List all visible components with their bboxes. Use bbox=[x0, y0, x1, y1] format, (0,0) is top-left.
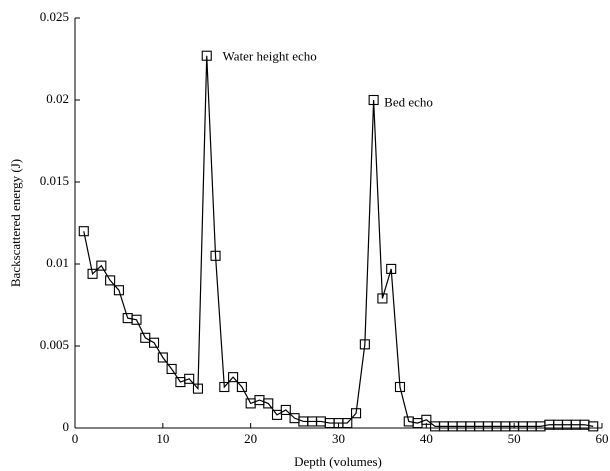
annotation: Water height echo bbox=[223, 48, 317, 63]
marker bbox=[184, 373, 195, 384]
marker bbox=[131, 314, 142, 325]
annotation: Bed echo bbox=[384, 94, 433, 109]
marker bbox=[78, 226, 89, 237]
marker bbox=[377, 293, 388, 304]
x-tick-label: 30 bbox=[332, 431, 345, 446]
x-tick-label: 60 bbox=[596, 431, 609, 446]
marker bbox=[149, 337, 160, 348]
x-tick-label: 40 bbox=[420, 431, 433, 446]
x-tick-label: 0 bbox=[72, 431, 79, 446]
marker bbox=[113, 285, 124, 296]
marker bbox=[228, 372, 239, 383]
marker bbox=[166, 363, 177, 375]
marker bbox=[192, 383, 204, 394]
marker bbox=[87, 268, 98, 279]
marker bbox=[368, 94, 379, 106]
y-tick-label: 0.02 bbox=[46, 91, 69, 106]
marker bbox=[359, 339, 370, 350]
x-tick-label: 10 bbox=[156, 431, 169, 446]
marker bbox=[236, 381, 247, 393]
y-tick-label: 0.005 bbox=[40, 337, 69, 352]
marker bbox=[280, 404, 291, 416]
marker bbox=[263, 398, 274, 409]
x-axis-label: Depth (volumes) bbox=[294, 454, 382, 469]
marker bbox=[588, 421, 599, 432]
marker bbox=[421, 414, 432, 425]
marker bbox=[386, 263, 397, 274]
marker bbox=[96, 260, 107, 271]
y-axis-label: Backscattered energy (J) bbox=[8, 159, 23, 287]
x-tick-label: 20 bbox=[244, 431, 257, 446]
marker bbox=[351, 408, 362, 419]
marker bbox=[157, 352, 168, 363]
marker bbox=[219, 381, 230, 393]
marker bbox=[105, 275, 116, 286]
marker bbox=[342, 418, 353, 429]
y-tick-label: 0.01 bbox=[46, 255, 69, 270]
y-tick-label: 0.025 bbox=[40, 9, 69, 24]
marker bbox=[201, 50, 212, 61]
marker bbox=[394, 381, 406, 393]
series-line bbox=[83, 55, 594, 427]
y-tick-label: 0.015 bbox=[40, 173, 69, 188]
y-tick-label: 0 bbox=[63, 419, 70, 434]
x-tick-label: 50 bbox=[508, 431, 521, 446]
marker bbox=[210, 250, 221, 261]
